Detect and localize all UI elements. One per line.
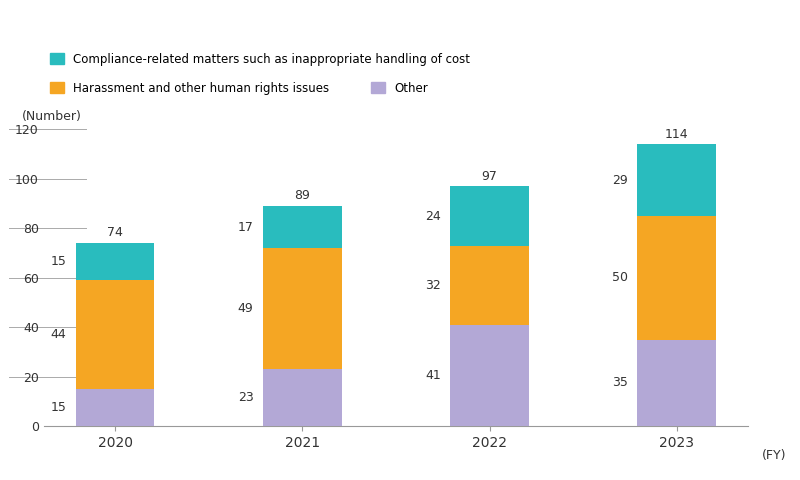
Text: 15: 15 (50, 401, 66, 414)
Bar (76, 280, 154, 389)
Bar (450, 325, 529, 426)
Text: 97: 97 (482, 169, 498, 182)
Text: 24: 24 (425, 209, 441, 223)
Text: 32: 32 (425, 279, 441, 292)
Text: (FY): (FY) (762, 449, 786, 462)
Text: 74: 74 (107, 227, 123, 240)
Text: 29: 29 (612, 174, 628, 187)
Text: 23: 23 (238, 391, 254, 404)
Text: (Number): (Number) (22, 110, 82, 123)
Text: 89: 89 (294, 190, 310, 203)
Text: 41: 41 (425, 369, 441, 382)
Legend: Harassment and other human rights issues, Other: Harassment and other human rights issues… (50, 82, 428, 95)
Bar (263, 206, 342, 248)
Bar (263, 248, 342, 369)
Text: 44: 44 (50, 328, 66, 341)
Bar (638, 340, 716, 426)
Bar (263, 369, 342, 426)
Text: 15: 15 (50, 255, 66, 268)
Text: 50: 50 (612, 271, 628, 284)
Text: 114: 114 (665, 128, 689, 141)
Text: 17: 17 (238, 221, 254, 234)
Text: 49: 49 (238, 302, 254, 315)
Bar (76, 243, 154, 280)
Bar (76, 389, 154, 426)
Bar (638, 216, 716, 340)
Bar (450, 186, 529, 246)
Bar (638, 144, 716, 216)
Bar (450, 246, 529, 325)
Text: 35: 35 (612, 376, 628, 389)
